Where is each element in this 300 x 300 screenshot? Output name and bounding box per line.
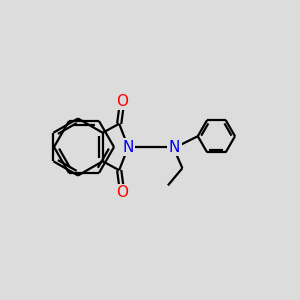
Text: N: N — [169, 140, 180, 154]
Text: O: O — [116, 185, 128, 200]
Text: N: N — [122, 140, 134, 154]
Text: O: O — [116, 94, 128, 109]
